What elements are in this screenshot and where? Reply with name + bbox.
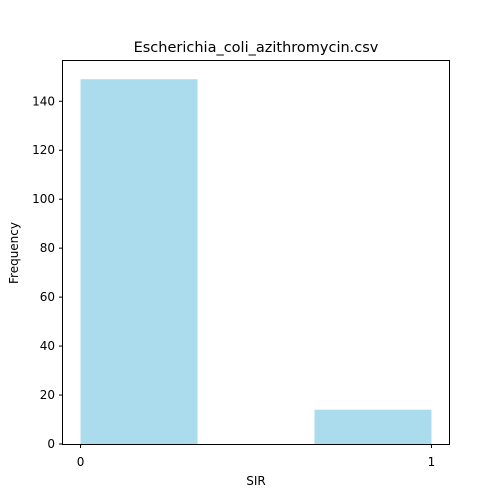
chart-title: Escherichia_coli_azithromycin.csv	[134, 40, 379, 56]
bars-layer	[80, 79, 432, 445]
y-tick-label: 120	[32, 143, 55, 157]
y-tick-label: 60	[40, 290, 55, 304]
y-tick-label: 100	[32, 192, 55, 206]
y-tick-label: 0	[47, 437, 55, 451]
histogram-bar-1	[314, 409, 432, 444]
x-tick-label: 1	[428, 455, 436, 469]
y-axis-ticks: 0 20 40 60 80 100 120 140	[32, 94, 63, 451]
histogram-bar-0	[80, 79, 198, 445]
y-tick-label: 40	[40, 339, 55, 353]
y-tick-label: 80	[40, 241, 55, 255]
y-axis-label: Frequency	[7, 222, 21, 284]
x-axis-label: SIR	[246, 474, 266, 488]
y-tick-label: 140	[32, 94, 55, 108]
y-tick-label: 20	[40, 388, 55, 402]
plot-area-frame	[62, 60, 450, 445]
x-tick-label: 0	[77, 455, 85, 469]
